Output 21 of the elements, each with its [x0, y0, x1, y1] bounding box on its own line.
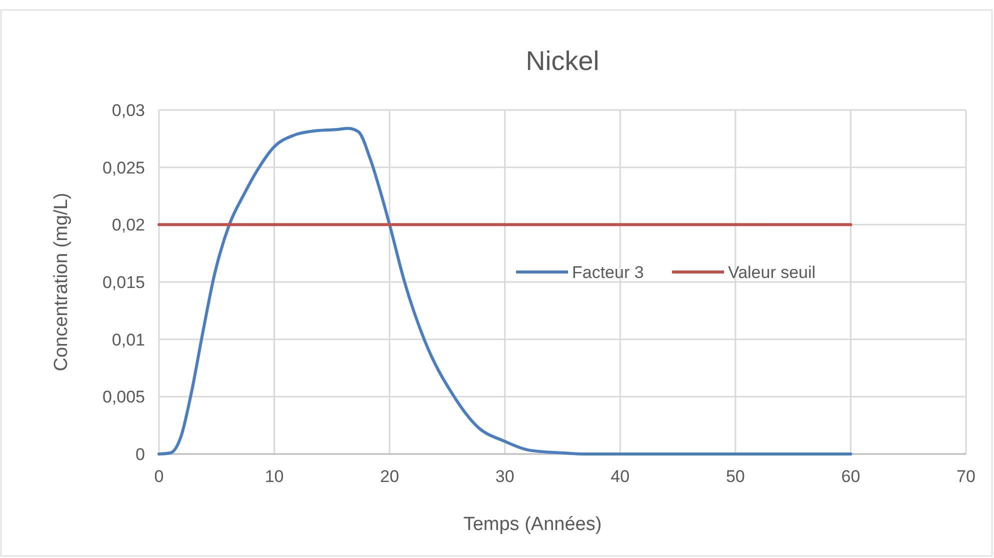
y-tick-label: 0,025	[102, 158, 145, 178]
y-tick-label: 0,005	[102, 388, 145, 407]
y-tick-label: 0,02	[112, 216, 145, 235]
x-tick-label: 70	[956, 467, 976, 486]
legend-label: Valeur seuil	[728, 262, 816, 282]
y-tick-label: 0,015	[102, 272, 145, 292]
x-axis-title: Temps (Années)	[463, 514, 602, 535]
legend-label: Facteur 3	[572, 262, 644, 282]
y-tick-label: 0,01	[112, 330, 145, 350]
x-tick-label: 0	[154, 467, 164, 486]
x-tick-label: 60	[841, 467, 860, 486]
y-tick-label: 0,03	[112, 100, 145, 120]
y-axis-title: Concentration (mg/L)	[51, 192, 72, 372]
x-tick-label: 10	[264, 467, 284, 486]
x-tick-label: 30	[495, 467, 514, 486]
x-tick-label: 40	[610, 467, 630, 486]
x-tick-label: 20	[380, 467, 400, 486]
chart-title: Nickel	[526, 46, 600, 76]
line-series	[158, 126, 852, 456]
y-tick-label: 0	[136, 444, 145, 464]
x-tick-label: 50	[726, 467, 745, 486]
